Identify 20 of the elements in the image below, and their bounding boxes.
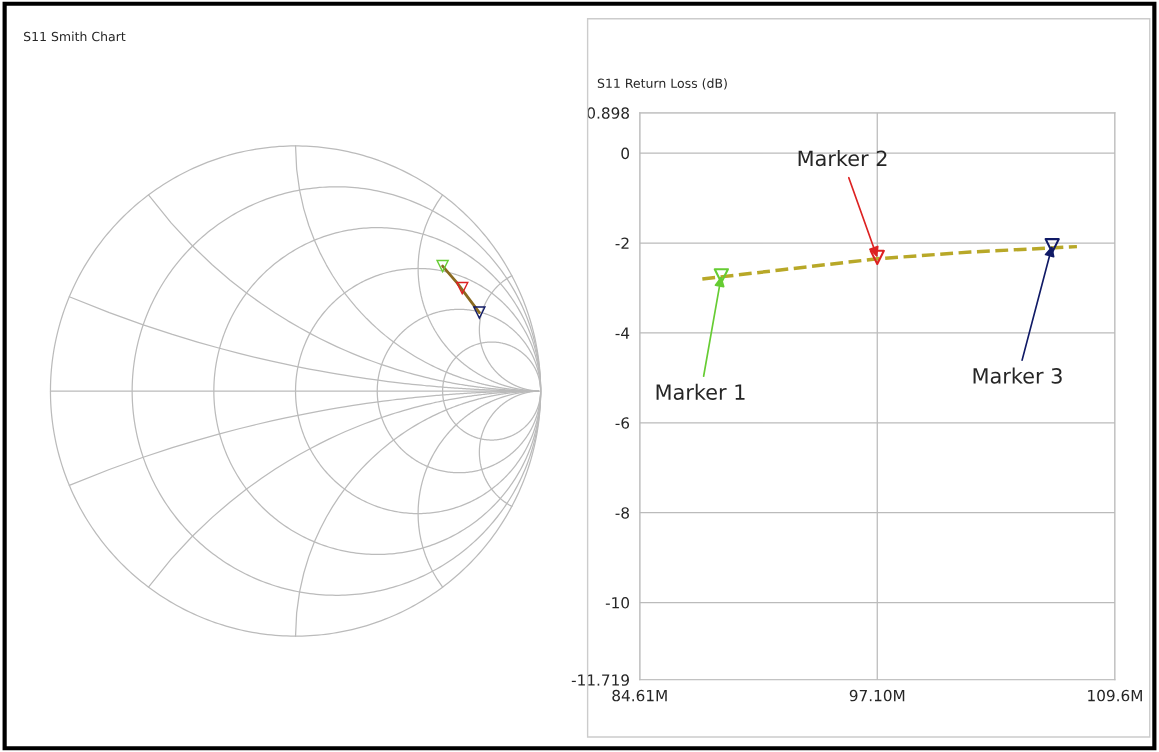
y-tick-label: -4	[615, 327, 630, 339]
point	[1044, 238, 1060, 254]
y-tick-label: -8	[615, 507, 629, 519]
annotation: Marker 2	[798, 150, 887, 167]
y-tick-label: 0	[621, 147, 630, 160]
point	[713, 268, 729, 284]
annotation: Marker 1	[656, 383, 745, 400]
x-tick-label: 109.6M	[1088, 689, 1142, 702]
y-tick-label: -11.719	[571, 674, 629, 686]
y-tick-label: -10	[605, 597, 630, 609]
x-tick-label: 84.61M	[612, 689, 667, 702]
x-tick-label: 97.10M	[849, 689, 905, 702]
y-tick-label: -2	[615, 237, 629, 249]
point	[869, 249, 885, 266]
text: S11 Smith Chart	[24, 31, 126, 42]
chart-title: S11 Return Loss (dB)	[597, 78, 727, 90]
y-tick-label: 0.898	[587, 107, 629, 119]
line-series	[700, 244, 1079, 281]
annotation: Marker 3	[973, 367, 1062, 384]
y-tick-label: -6	[615, 417, 630, 429]
